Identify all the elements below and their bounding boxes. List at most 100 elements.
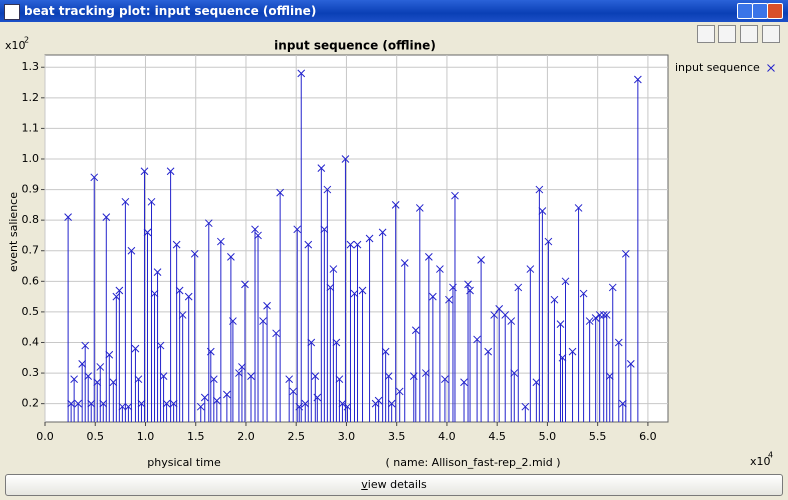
stem-marker [510, 369, 519, 377]
stem-marker [216, 237, 225, 246]
stem-marker [175, 286, 184, 295]
stem-marker [343, 402, 352, 411]
stem-marker [190, 249, 199, 258]
stem-marker [538, 207, 547, 215]
y-tick-label: 0.9 [22, 183, 40, 196]
stem-marker [297, 69, 306, 78]
stem-marker [599, 311, 608, 319]
stem-marker [381, 347, 390, 356]
stem-marker [153, 268, 162, 276]
stem-marker [585, 317, 594, 325]
stem-marker [353, 240, 362, 249]
stem-marker [605, 372, 614, 380]
stem-marker [421, 369, 430, 377]
close-button[interactable] [767, 3, 783, 19]
stem-marker [254, 231, 262, 240]
y-tick-label: 0.6 [22, 274, 40, 287]
stem-marker [109, 378, 118, 387]
stem-marker [608, 283, 617, 292]
plot-area [44, 54, 669, 423]
stem-marker [329, 265, 338, 273]
stem-marker [209, 375, 218, 384]
stem-marker [391, 201, 400, 209]
stem-marker [212, 396, 221, 405]
stem-marker [335, 375, 344, 384]
y-axis-label: event salience [7, 192, 20, 272]
stem-marker [317, 164, 326, 173]
print-tool[interactable] [697, 25, 715, 43]
stem-marker [320, 225, 329, 234]
window-title: beat tracking plot: input sequence (offl… [24, 4, 317, 18]
stem-marker [341, 155, 350, 163]
button-label: view details [361, 478, 427, 491]
stem-marker [301, 399, 310, 408]
x-tick-label: 4.0 [438, 430, 456, 443]
stem-marker [473, 335, 481, 344]
stem-marker [358, 286, 367, 295]
stem-marker [338, 399, 347, 408]
stem-marker [521, 402, 530, 411]
stem-marker [429, 292, 437, 301]
stem-marker [526, 265, 535, 273]
maximize-button[interactable] [752, 3, 768, 19]
stem-marker [464, 280, 472, 289]
stem-marker [159, 372, 168, 380]
stem-marker [614, 338, 623, 347]
y-tick-label: 1.2 [22, 91, 40, 104]
stem-marker [326, 283, 335, 292]
stem-marker [238, 363, 246, 371]
chart-title: input sequence (offline) [274, 39, 436, 53]
legend-label: input sequence [675, 61, 760, 74]
stem-marker [561, 277, 570, 286]
stem-marker [64, 213, 72, 221]
stem-marker [131, 344, 140, 353]
stem-marker [289, 387, 298, 396]
x-tick-label: 6.0 [639, 430, 657, 443]
stem-marker [105, 350, 114, 359]
stem-marker [259, 317, 267, 325]
stem-marker [568, 347, 577, 356]
y-tick-label: 0.7 [22, 244, 40, 257]
stem-marker [411, 326, 420, 335]
stem-marker [634, 75, 642, 84]
stem-marker [247, 372, 255, 380]
stem-marker [70, 375, 78, 384]
reset-tool[interactable] [718, 25, 736, 43]
stem-marker [178, 311, 187, 319]
y-exponent: 2 [24, 36, 29, 45]
minimize-button[interactable] [737, 3, 753, 19]
stem-marker [166, 167, 175, 176]
stem-marker [574, 204, 583, 212]
fit-tool[interactable] [762, 25, 780, 43]
stem-marker [436, 265, 444, 273]
stem-marker [374, 396, 383, 405]
stem-marker [147, 197, 156, 206]
stem-marker [169, 399, 178, 408]
stem-marker [137, 399, 146, 408]
marker-tool[interactable] [740, 25, 758, 43]
stem-marker [272, 329, 280, 338]
stem-marker [313, 393, 322, 402]
y-tick-label: 1.3 [22, 60, 40, 73]
stem-marker [184, 292, 193, 301]
x-tick-label: 3.5 [388, 430, 406, 443]
stem-marker [263, 301, 271, 310]
stem-marker [127, 246, 136, 255]
stem-marker [196, 402, 205, 411]
stem-marker [532, 378, 541, 387]
stem-marker [112, 292, 121, 301]
y-tick-label: 0.8 [22, 213, 40, 226]
stem-marker [350, 289, 359, 298]
title-bar: beat tracking plot: input sequence (offl… [0, 0, 788, 22]
x-tick-label: 5.0 [539, 430, 557, 443]
y-tick-label: 0.4 [22, 335, 40, 348]
view-details-button[interactable]: view details [5, 474, 783, 496]
stem-marker [579, 289, 588, 298]
stem-marker [150, 289, 159, 298]
stem-marker [378, 228, 387, 237]
stem-marker [466, 286, 474, 295]
stem-marker [626, 360, 635, 368]
stem-marker [115, 286, 124, 295]
x-tick-label: 1.0 [137, 430, 155, 443]
x-tick-label: 2.5 [287, 430, 305, 443]
